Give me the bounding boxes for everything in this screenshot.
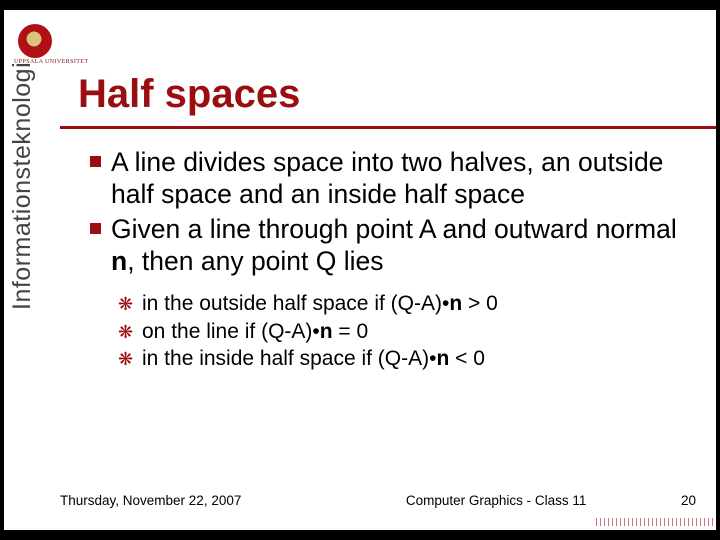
corner-stripes-decoration xyxy=(596,518,716,526)
slide-body: A line divides space into two halves, an… xyxy=(90,146,692,373)
bullet-l2-text: in the inside half space if (Q-A)•n < 0 xyxy=(142,346,485,372)
sidebar-label: Informationsteknologi xyxy=(8,62,37,310)
title-underline xyxy=(60,126,716,129)
bullet-l1: Given a line through point A and outward… xyxy=(90,213,692,278)
bullet-l2: ❋ on the line if (Q-A)•n = 0 xyxy=(118,319,692,345)
square-bullet-icon xyxy=(90,223,101,234)
bullet-l2: ❋ in the inside half space if (Q-A)•n < … xyxy=(118,346,692,372)
bullet-l1: A line divides space into two halves, an… xyxy=(90,146,692,211)
slide-title: Half spaces xyxy=(78,72,300,117)
university-logo xyxy=(18,24,52,58)
asterisk-bullet-icon: ❋ xyxy=(118,319,136,345)
bullet-l2-text: on the line if (Q-A)•n = 0 xyxy=(142,319,368,345)
slide: UPPSALA UNIVERSITET Half spaces Informat… xyxy=(4,10,716,530)
footer-page-number: 20 xyxy=(681,493,696,508)
asterisk-bullet-icon: ❋ xyxy=(118,346,136,372)
slide-footer: Thursday, November 22, 2007 Computer Gra… xyxy=(60,493,696,508)
bullet-l2-text: in the outside half space if (Q-A)•n > 0 xyxy=(142,291,498,317)
logo-seal-icon xyxy=(25,31,45,51)
bullet-l1-text: A line divides space into two halves, an… xyxy=(111,146,692,211)
asterisk-bullet-icon: ❋ xyxy=(118,291,136,317)
footer-center: Computer Graphics - Class 11 xyxy=(241,493,681,508)
footer-date: Thursday, November 22, 2007 xyxy=(60,493,241,508)
bullet-l1-text: Given a line through point A and outward… xyxy=(111,213,692,278)
bullet-l2: ❋ in the outside half space if (Q-A)•n >… xyxy=(118,291,692,317)
bullet-l2-group: ❋ in the outside half space if (Q-A)•n >… xyxy=(118,291,692,372)
square-bullet-icon xyxy=(90,156,101,167)
